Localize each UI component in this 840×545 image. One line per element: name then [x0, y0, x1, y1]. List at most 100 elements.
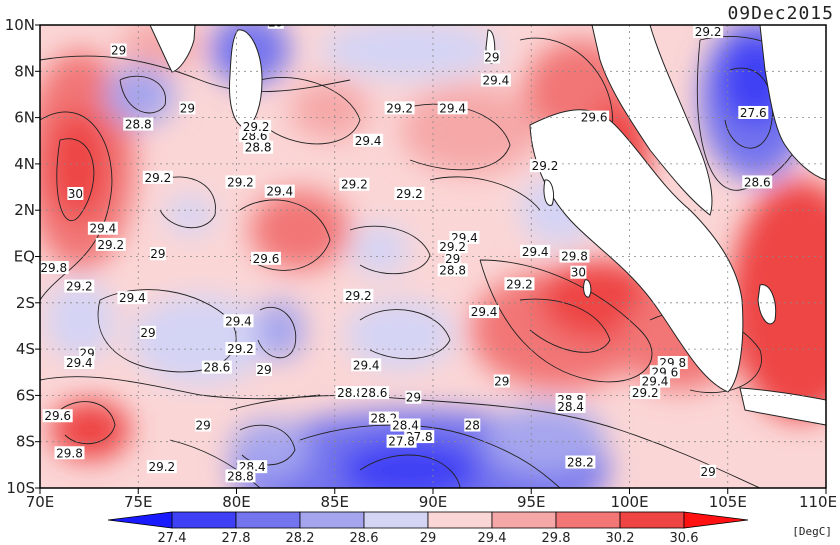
contour-label: 29.2	[225, 342, 256, 356]
svg-text:29.4: 29.4	[119, 291, 146, 305]
contour-label: 29	[256, 362, 273, 377]
contour-label: 29.2	[693, 25, 724, 39]
svg-text:29.2: 29.2	[66, 280, 93, 294]
svg-text:29: 29	[180, 101, 195, 115]
land-masses	[149, 25, 826, 426]
contour-label: 29.4	[469, 305, 500, 319]
svg-text:29.4: 29.4	[471, 305, 498, 319]
contour-label: 29	[110, 43, 127, 57]
svg-text:29: 29	[256, 363, 271, 377]
colorbar-level-label: 27.4	[158, 531, 187, 545]
contour-label: 29.6	[250, 251, 281, 266]
svg-text:29.2: 29.2	[227, 175, 254, 189]
y-tick-label: 6S	[16, 386, 35, 404]
x-tick-label: 80E	[222, 493, 251, 511]
y-tick-label: 8N	[14, 62, 35, 80]
svg-text:28.8: 28.8	[125, 118, 152, 132]
y-axis: 10N 8N 6N 4N 2N EQ 2S 4S 6S 8S 10S	[5, 16, 40, 497]
contour-label: 29.4	[640, 374, 671, 389]
svg-text:29.2: 29.2	[396, 187, 423, 201]
svg-text:30: 30	[571, 266, 586, 280]
svg-text:29.4: 29.4	[266, 185, 293, 199]
x-tick-label: 85E	[320, 493, 349, 511]
colorbar-swatch	[171, 511, 237, 529]
x-axis: 70E 75E 80E 85E 90E 95E 100E 105E 110E	[26, 488, 837, 511]
contour-label: 28.4	[390, 418, 421, 432]
contour-label: 29.6	[579, 110, 610, 125]
svg-text:29: 29	[494, 375, 509, 389]
y-tick-label: 2S	[16, 294, 35, 312]
svg-text:28.8: 28.8	[439, 263, 466, 277]
svg-text:29.2: 29.2	[341, 178, 368, 192]
contour-label: 29.2	[394, 186, 425, 201]
svg-text:29.4: 29.4	[483, 74, 510, 88]
svg-text:29.2: 29.2	[148, 460, 175, 474]
colorbar-swatch	[107, 511, 173, 529]
svg-text:27.6: 27.6	[740, 106, 767, 120]
svg-text:29: 29	[111, 43, 126, 57]
x-tick-label: 90E	[419, 493, 448, 511]
y-tick-label: 6N	[14, 109, 35, 127]
contour-label: 29.8	[559, 249, 590, 264]
svg-text:29: 29	[150, 247, 165, 261]
svg-text:29.2: 29.2	[695, 25, 722, 39]
colorbar-level-label: 29.8	[542, 531, 571, 545]
contour-label: 29.2	[64, 279, 95, 294]
svg-text:29.2: 29.2	[243, 120, 270, 134]
contour-label: 28.8	[335, 386, 366, 400]
contour-label: 29	[700, 464, 717, 479]
contour-label: 30	[570, 265, 587, 280]
svg-text:29.2: 29.2	[506, 277, 533, 291]
contour-label: 29.4	[353, 133, 384, 148]
svg-text:29: 29	[140, 326, 155, 340]
svg-text:29.4: 29.4	[439, 101, 466, 115]
contour-label: 29.4	[87, 221, 118, 236]
contour-label: 29.2	[530, 159, 561, 173]
contour-label: 29	[267, 25, 284, 30]
x-tick-label: 75E	[124, 493, 153, 511]
svg-text:29.8: 29.8	[56, 446, 83, 460]
contour-label: 29.4	[264, 184, 295, 199]
contour-label: 29.4	[520, 244, 551, 259]
svg-text:28.8: 28.8	[245, 141, 272, 155]
contour-label: 29.6	[42, 409, 73, 423]
colorbar-swatch	[683, 511, 749, 529]
svg-text:29.6: 29.6	[581, 111, 608, 125]
y-tick-label: 4N	[14, 155, 35, 173]
x-tick-label: 105E	[709, 493, 747, 511]
svg-text:28.8: 28.8	[337, 386, 364, 400]
contour-label: 28	[464, 418, 481, 432]
y-tick-label: 2N	[14, 201, 35, 219]
colorbar-unit: [DegC]	[792, 525, 832, 538]
svg-text:28: 28	[465, 418, 480, 432]
contour-label: 29	[444, 251, 461, 266]
contour-label: 29.4	[117, 291, 148, 305]
x-tick-label: 110E	[799, 493, 837, 511]
contour-label: 29.2	[343, 288, 374, 303]
colorbar-level-label: 28.6	[350, 531, 379, 545]
contour-label: 28.8	[123, 117, 154, 132]
svg-text:29.4: 29.4	[353, 358, 380, 372]
colorbar-level-label: 30.6	[670, 531, 699, 545]
svg-text:28.6: 28.6	[361, 386, 388, 400]
svg-text:29.4: 29.4	[90, 222, 117, 236]
contour-label: 29.2	[142, 170, 173, 185]
contour-label: 28.8	[225, 469, 256, 483]
contour-label: 28.2	[565, 455, 596, 470]
contour-label: 29.8	[54, 446, 85, 460]
svg-text:29.4: 29.4	[642, 375, 669, 389]
svg-text:28.8: 28.8	[227, 469, 254, 483]
contour-label: 29	[140, 325, 157, 340]
svg-text:29.2: 29.2	[386, 101, 413, 115]
svg-text:28.4: 28.4	[392, 418, 419, 432]
y-tick-label: 8S	[16, 433, 35, 451]
colorbar-swatch	[299, 511, 365, 529]
date-label: 09Dec2015	[727, 3, 834, 24]
svg-text:29.2: 29.2	[97, 238, 124, 252]
colorbar-level-label: 28.2	[286, 531, 315, 545]
contour-label: 28.8	[243, 140, 274, 155]
contour-label: 29.2	[437, 240, 468, 254]
contour-label: 29	[179, 101, 196, 115]
